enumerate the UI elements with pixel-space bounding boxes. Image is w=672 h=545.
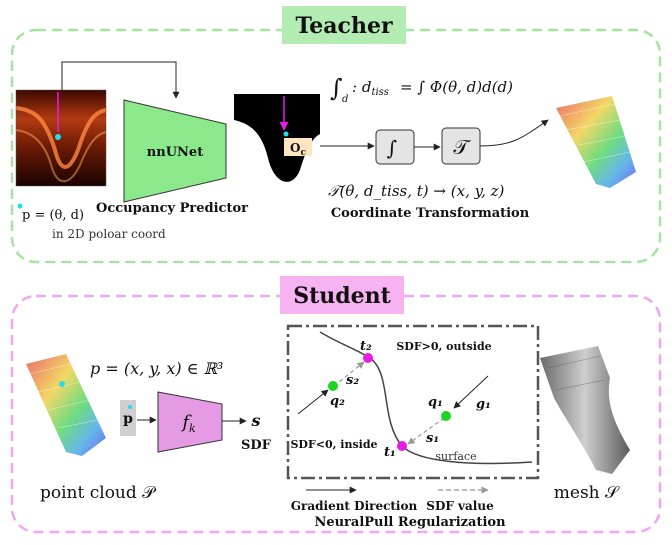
t2-point: [363, 353, 373, 363]
t2-label: t₂: [360, 339, 372, 354]
nnunet-label: nnUNet: [147, 145, 203, 160]
q2-point: [328, 381, 338, 391]
point-polar-label: p = (θ, d): [22, 208, 84, 223]
input-p-dot: [128, 405, 132, 409]
regularization-label: NeuralPull Regularization: [314, 515, 506, 530]
inside-label: SDF<0, inside: [290, 438, 377, 451]
oct-image-icon: [16, 90, 106, 186]
point-cloud-label: point cloud 𝒫: [40, 483, 156, 503]
input-p-label: p: [123, 411, 133, 427]
t1-point: [397, 441, 407, 451]
cloud-point: [59, 381, 65, 387]
sdf-label: SDF: [241, 438, 272, 453]
integral-eq-rhs: = ∫ Φ(θ, d)d(d): [400, 78, 513, 96]
vessel-pointcloud-icon: [556, 96, 636, 188]
q2-gradient-arrow: [298, 390, 328, 414]
s2-label: s₂: [346, 373, 359, 388]
occupancy-predictor-label: Occupancy Predictor: [96, 201, 248, 216]
vessel-mesh-icon: [540, 346, 630, 474]
student-point-eq: p = (x, y, x) ∈ ℝ³: [90, 359, 223, 378]
g1-label: g₁: [476, 397, 491, 412]
mask-point: [284, 132, 289, 137]
oct-point: [55, 134, 61, 140]
legend-sdf-label: SDF value: [426, 499, 494, 513]
coord-transform-label: Coordinate Transformation: [331, 206, 530, 221]
q1-label: q₁: [428, 395, 443, 410]
integral-eq-lhs: d: [342, 94, 348, 105]
q2-label: q₂: [330, 394, 345, 409]
mesh-label: mesh 𝒮: [554, 483, 620, 503]
integral-box-symbol: ∫: [387, 136, 397, 160]
transform-box-symbol: 𝒯: [453, 135, 471, 159]
integral-sign-left: ∫: [330, 74, 343, 102]
surface-label: surface: [435, 450, 476, 463]
transform-to-cloud-arrow: [480, 120, 548, 146]
teacher-title: Teacher: [295, 13, 392, 39]
output-s-label: s: [250, 411, 260, 430]
integral-eq-dtiss: : dtiss: [352, 78, 389, 98]
coord-note: in 2D poloar coord: [52, 227, 166, 241]
s1-label: s₁: [426, 431, 439, 446]
legend-gradient-label: Gradient Direction: [291, 499, 418, 513]
outside-label: SDF>0, outside: [396, 340, 491, 353]
student-title: Student: [293, 283, 391, 309]
q1-point: [441, 411, 451, 421]
t1-label: t₁: [384, 445, 396, 460]
transform-eq: 𝒯(θ, d_tiss, t) → (x, y, z): [328, 182, 505, 200]
